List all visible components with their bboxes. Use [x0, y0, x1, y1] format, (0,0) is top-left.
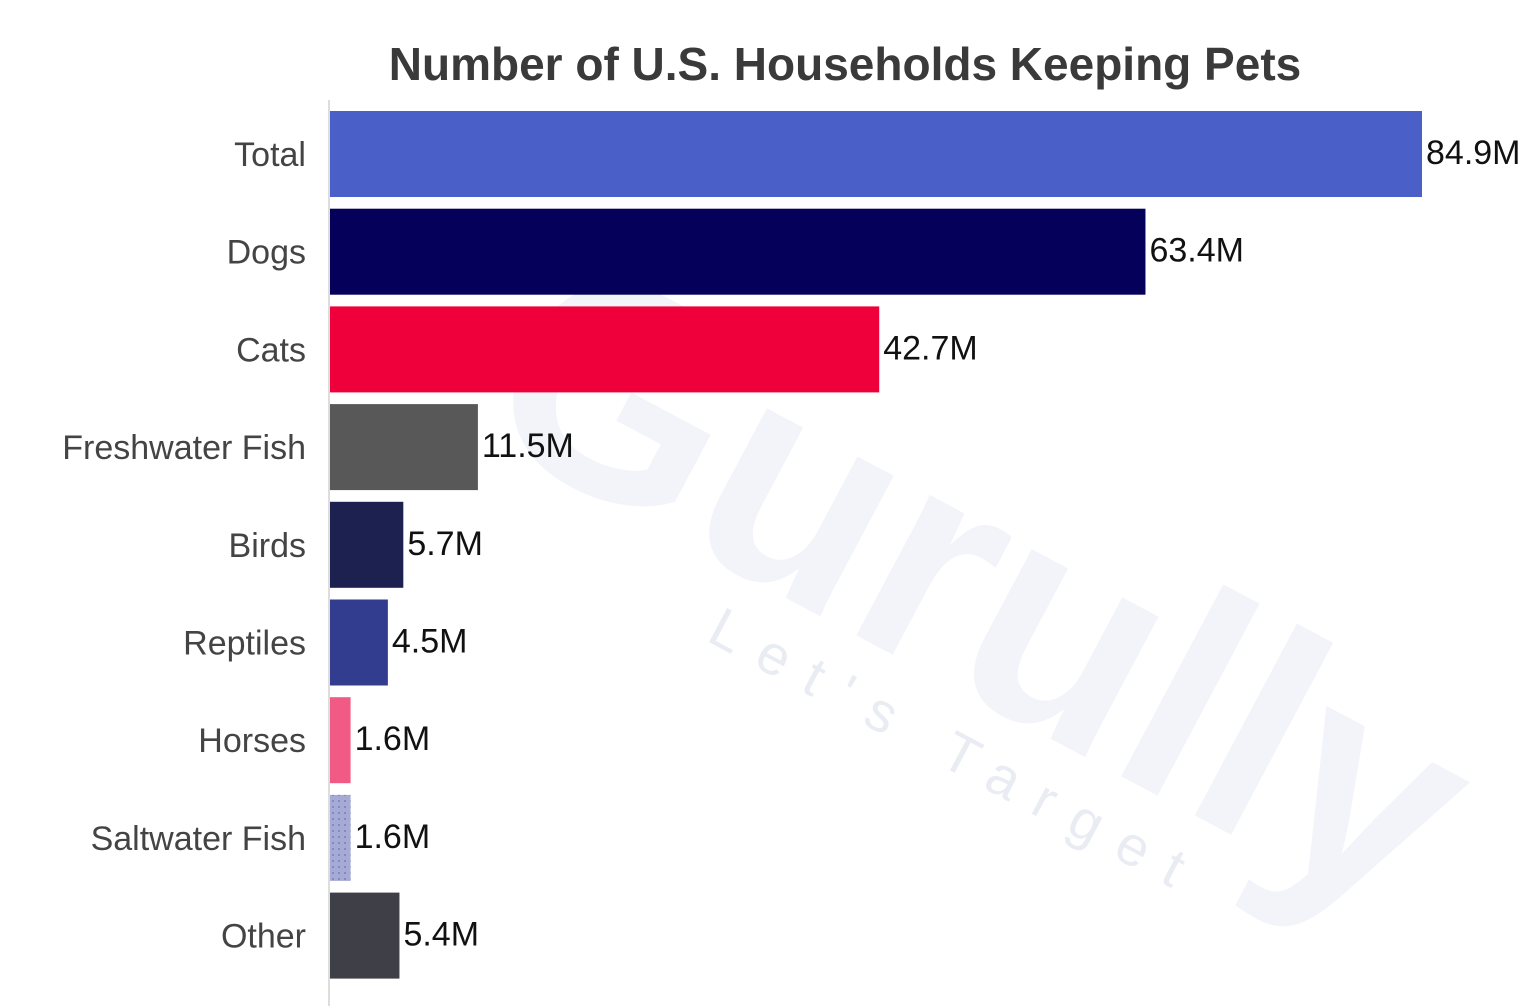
value-label-saltwater-fish: 1.6M: [355, 818, 431, 856]
category-label-cats: Cats: [236, 331, 306, 369]
bar-freshwater-fish[interactable]: [330, 404, 478, 491]
category-label-dogs: Dogs: [227, 234, 306, 272]
bar-horses[interactable]: [330, 697, 351, 784]
category-label-saltwater-fish: Saltwater Fish: [91, 820, 306, 858]
bar-cats[interactable]: [330, 306, 880, 393]
bars-group: Total 84.9M Dogs 63.4M Cats 42.7M Freshwater F…: [62, 111, 1521, 979]
bar-total[interactable]: [330, 111, 1422, 197]
value-label-freshwater-fish: 11.5M: [482, 427, 574, 465]
value-label-total: 84.9M: [1426, 134, 1521, 172]
value-label-birds: 5.7M: [407, 525, 483, 563]
value-label-other: 5.4M: [403, 916, 479, 954]
category-label-other: Other: [221, 918, 306, 956]
category-label-total: Total: [234, 136, 306, 174]
category-label-reptiles: Reptiles: [183, 625, 306, 663]
bar-texture-saltwater-fish: [330, 794, 351, 881]
bar-dogs[interactable]: [330, 208, 1146, 295]
value-label-dogs: 63.4M: [1149, 232, 1244, 270]
value-label-cats: 42.7M: [883, 329, 978, 367]
bar-other[interactable]: [330, 892, 400, 979]
category-label-horses: Horses: [198, 722, 306, 760]
bar-birds[interactable]: [330, 501, 404, 588]
category-label-freshwater-fish: Freshwater Fish: [62, 429, 306, 467]
category-label-birds: Birds: [229, 527, 306, 565]
value-label-horses: 1.6M: [355, 720, 431, 758]
chart-title: Number of U.S. Households Keeping Pets: [389, 38, 1301, 90]
bar-reptiles[interactable]: [330, 599, 388, 686]
value-label-reptiles: 4.5M: [392, 623, 468, 661]
